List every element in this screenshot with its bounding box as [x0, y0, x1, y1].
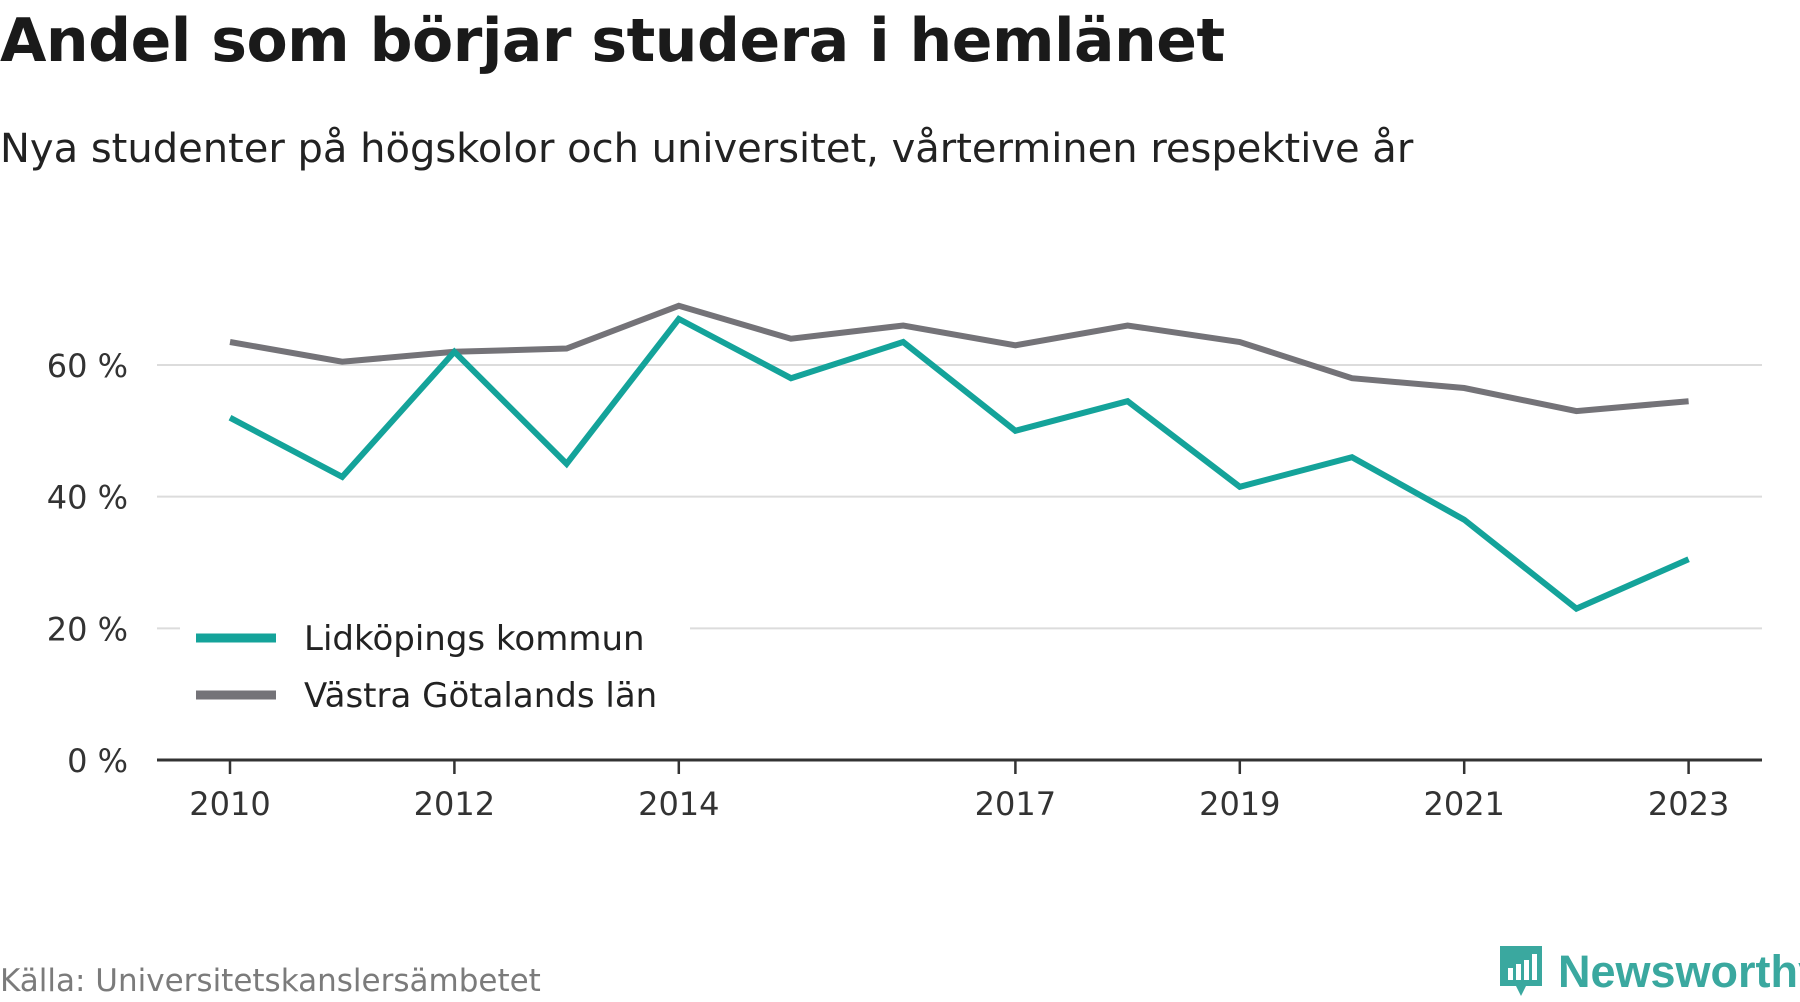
y-tick-label: 20 %: [47, 610, 128, 648]
brand-name: Newsworthy: [1558, 946, 1800, 998]
legend-label: Lidköpings kommun: [304, 619, 645, 659]
x-tick-label: 2014: [638, 785, 719, 823]
x-tick-label: 2021: [1423, 785, 1504, 823]
y-tick-label: 40 %: [47, 479, 128, 517]
x-tick-label: 2010: [189, 785, 270, 823]
axes: 0 % 20 % 40 % 60 % 2010 2012 2014 2017 2019 2021 2…: [47, 347, 1762, 823]
newsworthy-logo-icon: [1496, 942, 1546, 1002]
x-tick-label: 2023: [1648, 785, 1729, 823]
x-tick-label: 2019: [1199, 785, 1280, 823]
series-lines: [230, 306, 1689, 609]
grid-lines: [157, 365, 1762, 628]
newsworthy-logo[interactable]: Newsworthy: [1496, 942, 1800, 1002]
y-tick-label: 60 %: [47, 347, 128, 385]
y-tick-label: 0 %: [67, 742, 128, 780]
source-note: Källa: Universitetskanslersämbetet: [0, 963, 541, 999]
series-line-0: [230, 319, 1689, 609]
legend: Lidköpings kommun Västra Götalands län: [180, 600, 690, 730]
x-tick-label: 2017: [975, 785, 1056, 823]
legend-label: Västra Götalands län: [304, 676, 657, 716]
x-tick-label: 2012: [414, 785, 495, 823]
